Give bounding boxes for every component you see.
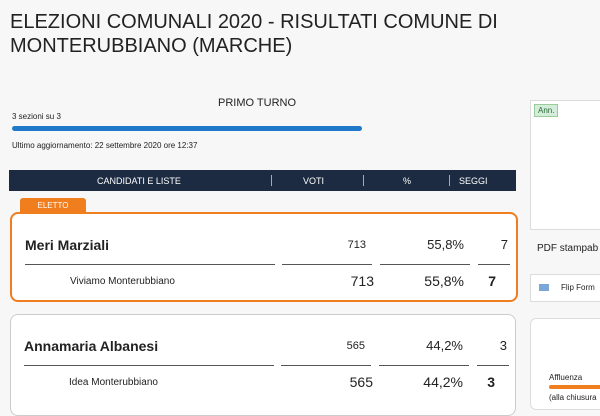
candidate-seats: 3 xyxy=(499,338,507,353)
turnout-label: Affluenza xyxy=(549,373,583,382)
candidate-card: Annamaria Albanesi 565 44,2% 3 Idea Monterub… xyxy=(10,314,516,416)
page-title: ELEZIONI COMUNALI 2020 - RISULTATI COMUN… xyxy=(10,11,498,57)
progress-bar xyxy=(12,126,362,131)
candidate-card: Meri Marziali 713 55,8% 7 Viviamo Monterubbi… xyxy=(10,212,518,302)
page: ELEZIONI COMUNALI 2020 - RISULTATI COMUN… xyxy=(9,11,600,416)
ad-tag: Ann. xyxy=(534,104,559,117)
candidate-votes: 565 xyxy=(346,340,365,352)
elected-tag: ELETTO xyxy=(20,198,86,214)
candidate-votes: 713 xyxy=(347,239,366,251)
list-seats: 7 xyxy=(488,273,496,289)
candidate-percent: 44,2% xyxy=(426,338,463,353)
list-name: Viviamo Monterubbiano xyxy=(70,276,175,287)
row-divider xyxy=(25,264,275,265)
flip-box: Flip Form xyxy=(530,274,600,302)
candidate-row: Annamaria Albanesi 565 44,2% 3 xyxy=(11,335,515,366)
turnout-bar xyxy=(549,385,600,389)
column-header: VOTI xyxy=(303,176,325,186)
flip-icon xyxy=(539,284,549,291)
row-divider xyxy=(477,365,509,366)
row-divider xyxy=(478,264,510,265)
column-header: CANDIDATI E LISTE xyxy=(97,176,181,186)
list-votes: 565 xyxy=(349,374,373,390)
candidate-name: Annamaria Albanesi xyxy=(24,338,159,354)
column-header: SEGGI xyxy=(459,176,488,186)
flip-link[interactable]: Flip Form xyxy=(561,283,595,292)
candidate-seats: 7 xyxy=(500,237,508,252)
list-row: Idea Monterubbiano 565 44,2% 3 xyxy=(11,371,515,395)
row-divider xyxy=(379,365,469,366)
list-row: Viviamo Monterubbiano 713 55,8% 7 xyxy=(12,270,516,294)
row-divider xyxy=(380,264,470,265)
round-title: PRIMO TURNO xyxy=(218,97,297,109)
row-divider xyxy=(281,365,371,366)
pdf-link[interactable]: PDF stampab xyxy=(537,243,599,254)
side-card: Ann. xyxy=(530,100,600,230)
row-divider xyxy=(282,264,372,265)
list-votes: 713 xyxy=(350,273,374,289)
column-header: % xyxy=(403,176,412,186)
turnout-note: (alla chiusura xyxy=(549,393,597,402)
list-percent: 55,8% xyxy=(424,273,464,289)
list-percent: 44,2% xyxy=(423,374,463,390)
candidate-row: Meri Marziali 713 55,8% 7 xyxy=(12,234,516,265)
list-seats: 3 xyxy=(487,374,495,390)
last-update: Ultimo aggiornamento: 22 settembre 2020 … xyxy=(12,141,198,150)
candidate-name: Meri Marziali xyxy=(25,237,110,253)
list-name: Idea Monterubbiano xyxy=(69,377,158,388)
turnout-card xyxy=(530,318,600,410)
candidate-percent: 55,8% xyxy=(427,237,464,252)
table-header: CANDIDATI E LISTE VOTI % SEGGI xyxy=(9,170,516,191)
sections-count: 3 sezioni su 3 xyxy=(12,112,61,121)
row-divider xyxy=(24,365,274,366)
